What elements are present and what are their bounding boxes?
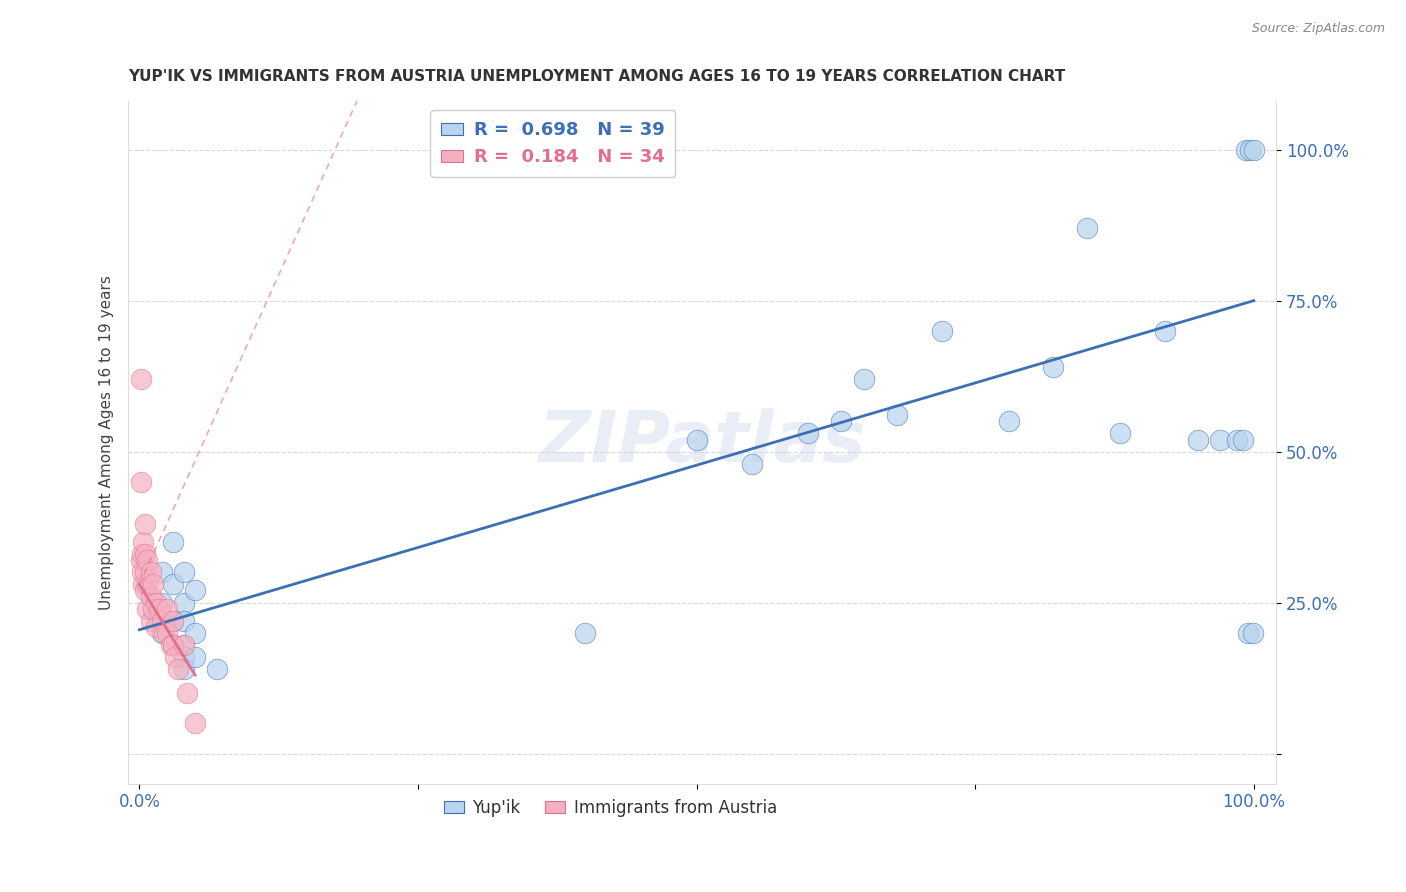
- Point: [173, 638, 195, 652]
- Point: [131, 547, 153, 561]
- Point: [1226, 433, 1249, 447]
- Point: [134, 547, 156, 561]
- Point: [134, 566, 156, 580]
- Point: [150, 566, 173, 580]
- Point: [132, 535, 155, 549]
- Point: [173, 638, 195, 652]
- Point: [132, 577, 155, 591]
- Point: [153, 625, 176, 640]
- Point: [136, 553, 159, 567]
- Point: [184, 649, 207, 664]
- Point: [129, 475, 152, 489]
- Point: [148, 601, 170, 615]
- Point: [176, 686, 198, 700]
- Point: [1237, 625, 1260, 640]
- Point: [931, 324, 953, 338]
- Point: [207, 662, 229, 676]
- Point: [134, 583, 156, 598]
- Point: [150, 614, 173, 628]
- Point: [830, 414, 852, 428]
- Text: Source: ZipAtlas.com: Source: ZipAtlas.com: [1251, 22, 1385, 36]
- Text: YUP'IK VS IMMIGRANTS FROM AUSTRIA UNEMPLOYMENT AMONG AGES 16 TO 19 YEARS CORRELA: YUP'IK VS IMMIGRANTS FROM AUSTRIA UNEMPL…: [128, 69, 1066, 84]
- Point: [1109, 426, 1132, 441]
- Point: [159, 638, 181, 652]
- Point: [574, 625, 596, 640]
- Point: [1243, 143, 1265, 157]
- Legend: Yup'ik, Immigrants from Austria: Yup'ik, Immigrants from Austria: [437, 792, 783, 823]
- Point: [1187, 433, 1209, 447]
- Point: [1153, 324, 1175, 338]
- Point: [1076, 221, 1098, 235]
- Point: [150, 625, 173, 640]
- Point: [134, 517, 156, 532]
- Point: [156, 625, 179, 640]
- Point: [129, 372, 152, 386]
- Point: [173, 662, 195, 676]
- Point: [165, 649, 187, 664]
- Point: [1042, 360, 1064, 375]
- Point: [886, 409, 908, 423]
- Point: [162, 614, 184, 628]
- Point: [1241, 625, 1264, 640]
- Point: [1232, 433, 1254, 447]
- Point: [139, 566, 162, 580]
- Point: [156, 601, 179, 615]
- Point: [997, 414, 1019, 428]
- Point: [136, 577, 159, 591]
- Point: [184, 716, 207, 731]
- Point: [150, 596, 173, 610]
- Y-axis label: Unemployment Among Ages 16 to 19 years: Unemployment Among Ages 16 to 19 years: [100, 275, 114, 610]
- Point: [142, 601, 165, 615]
- Point: [184, 583, 207, 598]
- Point: [173, 649, 195, 664]
- Point: [145, 596, 167, 610]
- Point: [173, 596, 195, 610]
- Point: [1234, 143, 1257, 157]
- Point: [136, 601, 159, 615]
- Point: [797, 426, 820, 441]
- Point: [1209, 433, 1232, 447]
- Point: [162, 638, 184, 652]
- Point: [162, 614, 184, 628]
- Point: [145, 620, 167, 634]
- Point: [162, 638, 184, 652]
- Point: [162, 577, 184, 591]
- Point: [129, 553, 152, 567]
- Point: [139, 614, 162, 628]
- Point: [173, 566, 195, 580]
- Point: [162, 535, 184, 549]
- Point: [184, 625, 207, 640]
- Text: ZIPatlas: ZIPatlas: [538, 408, 866, 477]
- Point: [1239, 143, 1261, 157]
- Point: [142, 577, 165, 591]
- Point: [173, 614, 195, 628]
- Point: [741, 457, 763, 471]
- Point: [852, 372, 875, 386]
- Point: [139, 590, 162, 604]
- Point: [131, 566, 153, 580]
- Point: [167, 662, 190, 676]
- Point: [685, 433, 707, 447]
